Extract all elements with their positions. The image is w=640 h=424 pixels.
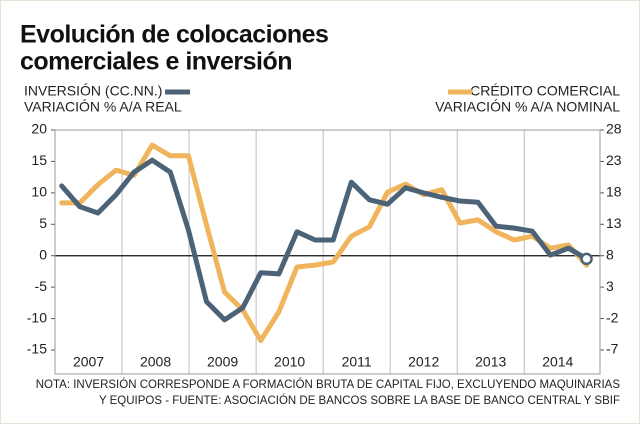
y2-axis-label: VARIACIÓN % A/A NOMINAL	[435, 99, 620, 115]
x-tick-label: 2014	[542, 354, 573, 370]
y2-tick-label: 13	[606, 215, 622, 231]
x-tick-label: 2010	[274, 354, 305, 370]
chart-title: Evolución de colocaciones	[20, 21, 328, 49]
y2-tick-label: 28	[606, 121, 622, 137]
y-tick-label: 0	[39, 246, 47, 262]
y2-tick-label: -2	[606, 309, 619, 325]
y-tick-label: 20	[31, 121, 47, 137]
legend-label: CRÉDITO COMERCIAL	[470, 83, 620, 99]
y-tick-label: 10	[31, 184, 47, 200]
y-tick-label: 5	[39, 215, 47, 231]
y-tick-label: -15	[27, 341, 47, 357]
y2-tick-label: 3	[606, 278, 614, 294]
x-tick-label: 2009	[207, 354, 238, 370]
y-tick-label: -5	[35, 278, 48, 294]
x-tick-label: 2013	[475, 354, 506, 370]
y2-tick-label: -7	[606, 341, 619, 357]
note: NOTA: INVERSIÓN CORRESPONDE A FORMACIÓN …	[36, 378, 621, 391]
note: Y EQUIPOS - FUENTE: ASOCIACIÓN DE BANCOS…	[99, 394, 620, 407]
chart-title: comerciales e inversión	[20, 48, 292, 76]
series-line	[59, 142, 590, 344]
end-marker	[580, 252, 593, 266]
y-tick-label: -10	[27, 309, 47, 325]
y2-tick-label: 18	[606, 184, 622, 200]
x-tick-label: 2007	[73, 354, 104, 370]
plot-frame	[54, 129, 601, 375]
x-tick-label: 2008	[140, 354, 171, 370]
x-tick-label: 2012	[408, 354, 439, 370]
y2-tick-label: 8	[606, 246, 614, 262]
y-axis-label: VARIACIÓN % A/A REAL	[24, 99, 182, 115]
legend-label: INVERSIÓN (CC.NN.)	[24, 83, 162, 99]
y2-tick-label: 23	[606, 152, 622, 168]
x-tick-label: 2011	[342, 354, 372, 370]
y-tick-label: 15	[31, 152, 47, 168]
series-line	[59, 157, 590, 323]
